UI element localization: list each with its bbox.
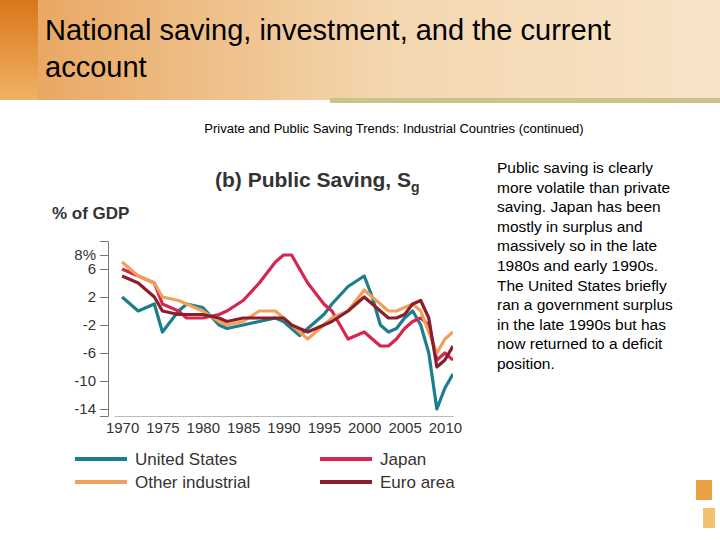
legend-swatch (75, 480, 127, 484)
tick-label: -10 (74, 372, 96, 389)
legend-label: United States (135, 450, 237, 469)
y-tick: -14 (74, 400, 108, 417)
series-line (122, 276, 453, 409)
x-tick: 1975 (146, 416, 179, 436)
tick-label: 1990 (267, 419, 300, 436)
legend-swatch (320, 457, 372, 461)
tick-label: 1995 (308, 419, 341, 436)
tick-label: 1980 (187, 419, 220, 436)
tick-label: 2 (88, 288, 96, 305)
tick-label: 1985 (227, 419, 260, 436)
y-axis: 8%62-2-6-10-14 (74, 242, 108, 418)
tick-label: 2000 (348, 419, 381, 436)
slide-subtitle: Private and Public Saving Trends: Indust… (0, 121, 720, 136)
x-tick: 1970 (106, 416, 139, 436)
axis-line (115, 416, 454, 417)
tick-mark (100, 325, 108, 326)
x-tick: 1995 (308, 416, 341, 436)
y-tick: 6 (88, 260, 108, 277)
tick-label: 2005 (388, 419, 421, 436)
x-tick: 2000 (348, 416, 381, 436)
x-tick: 1990 (267, 416, 300, 436)
corner-square (703, 508, 715, 528)
tick-mark (100, 353, 108, 354)
x-tick: 2005 (388, 416, 421, 436)
corner-square (696, 480, 712, 500)
y-tick: -2 (83, 316, 108, 333)
tick-mark (100, 381, 108, 382)
x-axis: 1970 1975 1980 1985 1990 1995 2000 2005 2010 (106, 416, 462, 436)
legend-swatch (320, 480, 372, 484)
axis-line (100, 242, 109, 417)
tick-mark (100, 255, 108, 256)
tick-label: -2 (83, 316, 96, 333)
tick-label: 6 (88, 260, 96, 277)
series-line (122, 262, 453, 353)
series-line (122, 276, 453, 367)
header-rule (330, 98, 720, 103)
x-tick: 2010 (429, 416, 462, 436)
series-line (122, 255, 453, 360)
legend-label: Japan (380, 450, 426, 469)
header-bar (0, 0, 38, 100)
legend-swatch (75, 457, 127, 461)
chart-title: (b) Public Saving, Sg (215, 168, 420, 195)
plot-area (122, 255, 453, 409)
tick-mark (100, 269, 108, 270)
y-tick: -10 (74, 372, 108, 389)
x-tick: 1980 (187, 416, 220, 436)
y-tick: -6 (83, 344, 108, 361)
x-tick: 1985 (227, 416, 260, 436)
tick-mark (100, 409, 108, 410)
header-band (38, 0, 720, 100)
y-axis-title: % of GDP (52, 204, 129, 223)
slide-title: National saving, investment, and the cur… (45, 12, 645, 86)
slide-note: Public saving is clearly more volatile t… (497, 158, 687, 374)
y-tick: 2 (88, 288, 108, 305)
legend: United States Japan Other industrial Euro a… (75, 450, 455, 492)
tick-label: 1975 (146, 419, 179, 436)
tick-label: -14 (74, 400, 96, 417)
tick-label: 1970 (106, 419, 139, 436)
tick-mark (100, 297, 108, 298)
legend-label: Euro area (380, 473, 455, 492)
tick-label: 2010 (429, 419, 462, 436)
legend-label: Other industrial (135, 473, 250, 492)
tick-label: -6 (83, 344, 96, 361)
